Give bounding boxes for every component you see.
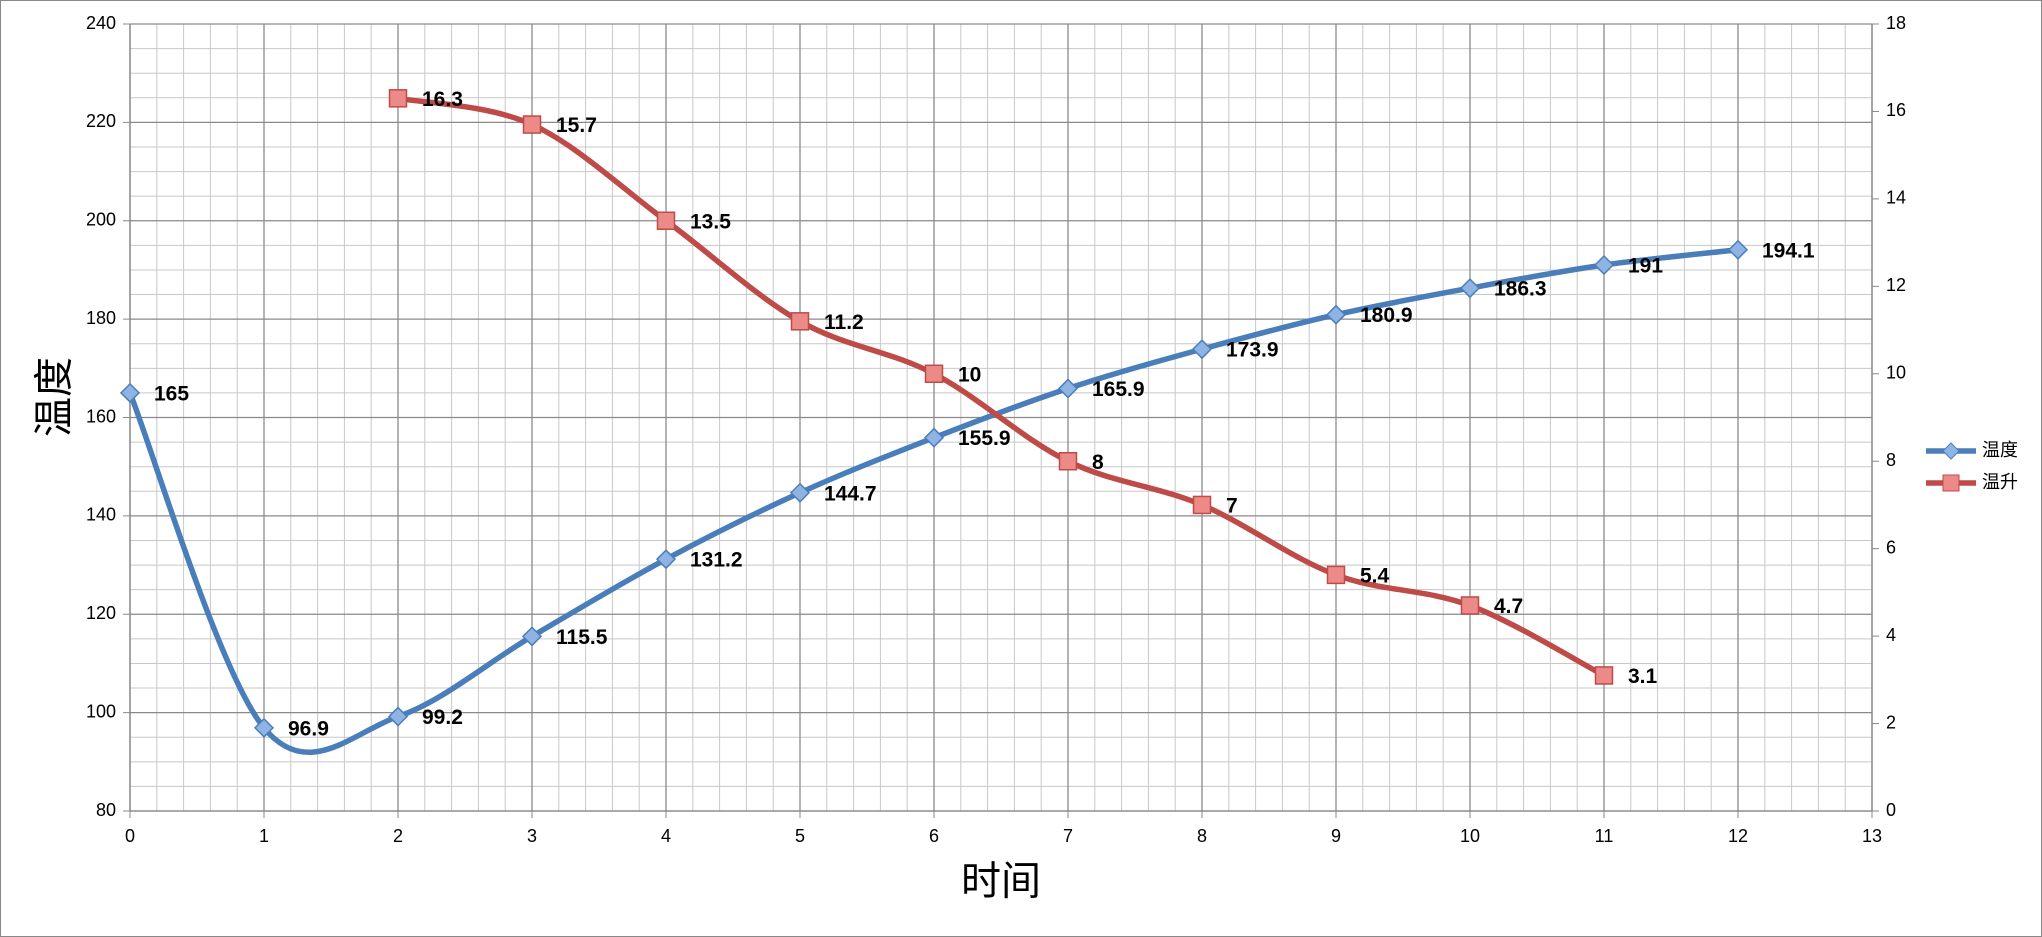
x-tick-label: 2 — [393, 826, 403, 846]
y2-tick-label: 2 — [1886, 712, 1896, 732]
x-tick-label: 6 — [929, 826, 939, 846]
x-tick-label: 9 — [1331, 826, 1341, 846]
marker — [790, 312, 810, 331]
y-tick-label: 220 — [86, 111, 116, 131]
x-tick-label: 1 — [259, 826, 269, 846]
data-label: 13.5 — [690, 210, 731, 233]
y-tick-label: 140 — [86, 505, 116, 525]
marker — [1594, 666, 1614, 685]
x-tick-label: 4 — [661, 826, 671, 846]
marker — [119, 382, 141, 403]
y2-tick-label: 6 — [1886, 537, 1896, 557]
data-label: 165 — [154, 382, 189, 405]
series-line — [127, 247, 1741, 755]
data-label: 8 — [1092, 451, 1104, 474]
y-tick-label: 240 — [86, 13, 116, 33]
y-tick-label: 160 — [86, 406, 116, 426]
y2-tick-label: 16 — [1886, 100, 1906, 120]
x-tick-label: 5 — [795, 826, 805, 846]
data-label: 165.9 — [1092, 378, 1145, 401]
data-label: 155.9 — [958, 427, 1011, 450]
y2-tick-label: 10 — [1886, 363, 1906, 383]
y2-tick-label: 14 — [1886, 188, 1906, 208]
x-tick-label: 12 — [1728, 826, 1748, 846]
data-label: 191 — [1628, 255, 1663, 278]
x-tick-label: 8 — [1197, 826, 1207, 846]
marker — [522, 115, 542, 134]
series: 16.3 15.7 13.5 11.2 10 8 7 5.4 4.7 3.1 — [388, 88, 1658, 688]
marker — [1593, 254, 1615, 276]
marker — [655, 549, 677, 570]
data-label: 186.3 — [1494, 278, 1547, 301]
data-label: 96.9 — [288, 717, 329, 740]
grid — [129, 23, 1873, 812]
x-tick-label: 10 — [1460, 826, 1480, 846]
y2-tick-label: 0 — [1886, 800, 1896, 820]
marker — [923, 427, 945, 448]
data-label: 5.4 — [1360, 564, 1390, 587]
marker — [1058, 451, 1078, 471]
data-label: 16.3 — [422, 88, 463, 111]
legend-label: 温升 — [1982, 472, 2018, 492]
marker — [388, 89, 408, 108]
data-label: 131.2 — [690, 549, 743, 572]
data-label: 99.2 — [422, 706, 463, 729]
marker — [1057, 378, 1079, 399]
marker — [789, 482, 811, 503]
marker — [1727, 239, 1749, 260]
data-label: 180.9 — [1360, 304, 1413, 327]
data-label: 3.1 — [1628, 665, 1658, 688]
y2-tick-label: 8 — [1886, 450, 1896, 470]
marker — [1460, 596, 1480, 615]
y2-tick-label: 18 — [1886, 13, 1906, 33]
y-tick-label: 180 — [86, 308, 116, 328]
x-axis-title: 时间 — [961, 860, 1041, 904]
data-label: 194.1 — [1762, 239, 1815, 262]
x-tick-label: 7 — [1063, 826, 1073, 846]
data-label: 144.7 — [824, 482, 877, 505]
marker — [1326, 565, 1346, 585]
marker — [387, 706, 409, 727]
marker — [1191, 339, 1213, 360]
marker — [656, 211, 676, 230]
legend-label: 温度 — [1982, 440, 2018, 460]
x-tick-label: 0 — [125, 826, 135, 846]
y2-tick-label: 12 — [1886, 275, 1906, 295]
data-label: 15.7 — [556, 114, 597, 137]
marker — [1459, 278, 1481, 299]
y-axis-title: 温度 — [33, 357, 77, 437]
marker — [1325, 304, 1347, 325]
data-label: 10 — [958, 363, 981, 386]
series: 165 96.9 99.2 115.5 131.2 144.7 155.9 165.9 173.… — [119, 239, 1815, 755]
y-tick-label: 80 — [96, 800, 116, 820]
x-tick-label: 3 — [527, 826, 537, 846]
data-label: 4.7 — [1494, 595, 1523, 618]
legend-marker — [1942, 442, 1960, 460]
x-tick-label: 11 — [1595, 826, 1614, 846]
y2-tick-label: 4 — [1886, 625, 1896, 645]
data-label: 7 — [1226, 494, 1238, 517]
marker — [924, 364, 944, 384]
y-tick-label: 100 — [86, 701, 116, 721]
y-tick-label: 200 — [86, 210, 116, 230]
series-line — [395, 95, 1607, 679]
legend-marker — [1942, 474, 1960, 492]
marker — [253, 717, 275, 738]
y-tick-label: 120 — [86, 603, 116, 623]
x-tick-label: 13 — [1862, 826, 1882, 846]
data-label: 115.5 — [556, 626, 608, 649]
data-label: 173.9 — [1226, 339, 1279, 362]
marker — [1192, 495, 1212, 515]
data-label: 11.2 — [824, 311, 864, 334]
marker — [521, 626, 543, 647]
